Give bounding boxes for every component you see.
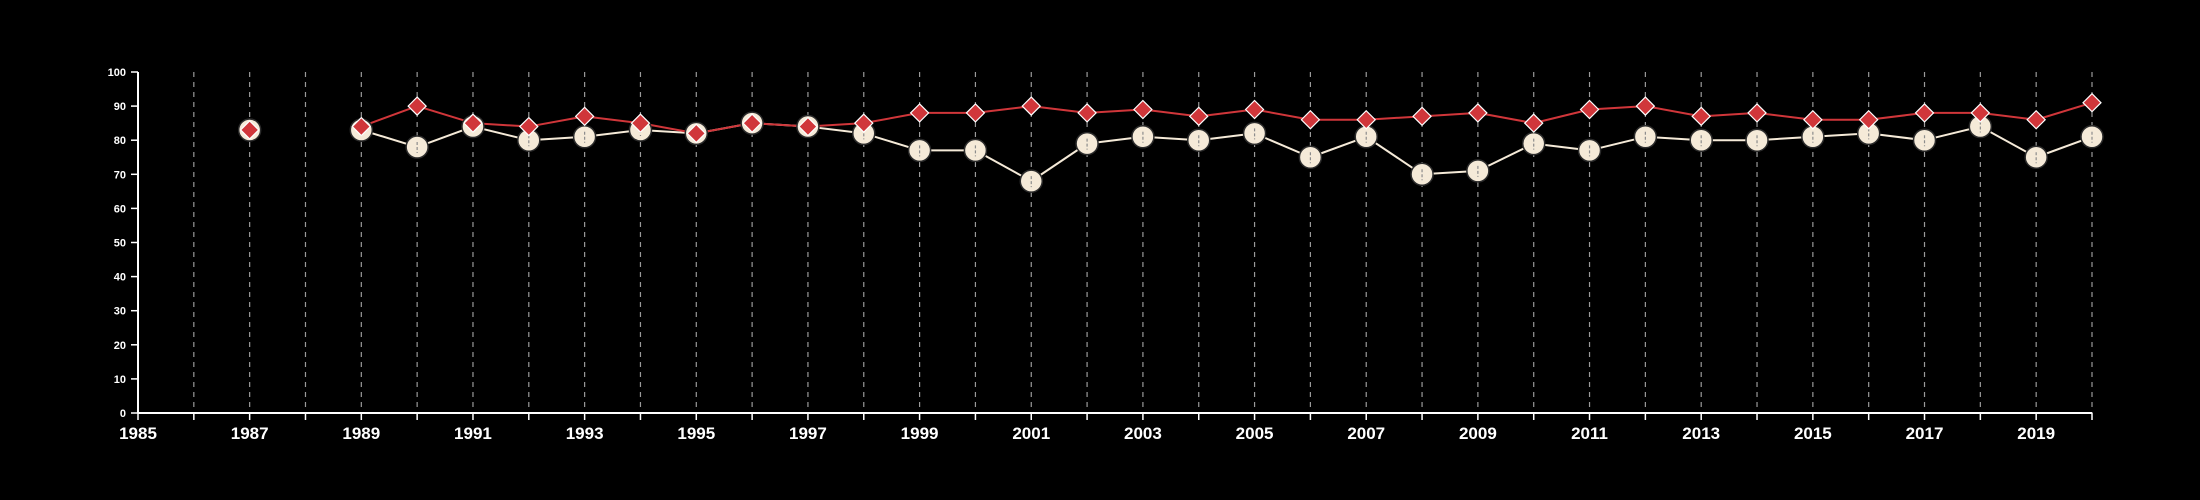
y-tick-label: 20: [114, 340, 126, 352]
x-tick-label: 1991: [454, 424, 492, 443]
series-2-line-segment: [528, 115, 585, 128]
axes: 0 10 20 30 40 50 60 70 80 90 100 1985 1987 1989 1991 19…: [108, 67, 2093, 443]
series-2-line-segment: [1198, 108, 1255, 118]
series-2-line-segment: [1868, 111, 1925, 121]
x-tick-label: 2019: [2017, 424, 2055, 443]
series-2-line-segment: [1142, 108, 1199, 118]
series-2-point: [1579, 99, 1600, 120]
data-series: [237, 92, 2104, 193]
y-tick-label: 70: [114, 169, 126, 181]
series-2-line-segment: [1087, 108, 1143, 114]
series-2-point: [1523, 113, 1544, 133]
series-2-point: [1021, 96, 1042, 116]
series-2-point: [909, 103, 930, 123]
series-2-line-segment: [2035, 101, 2093, 121]
series-2-point: [1077, 103, 1097, 123]
y-tick-label: 0: [120, 408, 126, 420]
series-2-line-segment: [1756, 111, 1813, 121]
x-tick-label: 2017: [1906, 424, 1944, 443]
x-tick-label: 2015: [1794, 424, 1832, 443]
series-2-line-segment: [1533, 108, 1590, 125]
y-tick-label: 100: [108, 67, 126, 79]
series-2-line-segment: [1477, 111, 1534, 125]
y-tick-label: 90: [114, 101, 126, 113]
y-tick-label: 80: [114, 135, 126, 147]
series-2-point: [1970, 103, 1991, 123]
series-2-point: [1914, 103, 1935, 123]
series-2-point: [574, 106, 595, 127]
series-2-point: [965, 103, 986, 123]
series-2-point: [351, 116, 372, 137]
series-2-point: [853, 113, 874, 133]
series-2-line-segment: [1645, 105, 1702, 118]
series-2-point: [1635, 96, 1656, 116]
x-tick-label: 2013: [1682, 424, 1720, 443]
series-2-line-segment: [1366, 115, 1423, 121]
series-2-point: [2082, 92, 2102, 113]
series-2-point: [1803, 109, 1823, 130]
series-2-line-segment: [1031, 105, 1088, 114]
series-2-line-segment: [1254, 108, 1311, 121]
x-tick-label: 1989: [342, 424, 380, 443]
series-2-point: [463, 113, 483, 133]
x-tick-label: 2005: [1236, 424, 1274, 443]
x-tick-label: 1987: [231, 424, 269, 443]
series-2-point: [1188, 106, 1209, 127]
x-tick-label: 1995: [677, 424, 715, 443]
series-2-point: [239, 120, 260, 140]
series-2-point: [518, 116, 539, 137]
series-2-point: [1468, 103, 1488, 123]
x-tick-label: 1997: [789, 424, 827, 443]
y-tick-label: 30: [114, 306, 126, 318]
series-2-line-segment: [584, 115, 641, 125]
x-tick-label: 2007: [1347, 424, 1385, 443]
series-2-point: [407, 96, 427, 116]
x-tick-label: 2001: [1012, 424, 1050, 443]
series-2-point: [2026, 109, 2047, 130]
x-tick-label: 2011: [1571, 424, 1608, 443]
x-tick-label: 1993: [566, 424, 604, 443]
series-2-line-segment: [1421, 111, 1478, 118]
x-tick-label: 2003: [1124, 424, 1162, 443]
series-2-point: [630, 113, 651, 133]
series-2-point: [1691, 106, 1712, 127]
series-2-point: [1747, 103, 1767, 123]
y-tick-label: 40: [114, 272, 126, 284]
series-2-line-segment: [863, 111, 920, 125]
series-2-point: [1300, 109, 1321, 130]
series-2-point: [1133, 99, 1153, 120]
y-tick-label: 50: [114, 238, 126, 250]
series-2-line-segment: [975, 105, 1032, 114]
series-2-point: [1244, 99, 1265, 120]
series-2-line-segment: [1589, 105, 1646, 111]
grid-lines: [193, 72, 2093, 413]
series-2-point: [686, 123, 707, 144]
series-2-point: [798, 116, 818, 137]
x-tick-label: 1985: [119, 424, 157, 443]
series-2-point: [1356, 109, 1377, 130]
series-2-point: [742, 113, 762, 133]
x-tick-label: 2009: [1459, 424, 1497, 443]
series-2-line-segment: [1701, 111, 1758, 118]
series-2-line-segment: [1980, 111, 2037, 121]
y-tick-label: 60: [114, 203, 126, 215]
x-tick-label: 1999: [901, 424, 939, 443]
series-2-point: [1412, 106, 1432, 127]
y-tick-label: 10: [114, 374, 126, 386]
series-2-point: [1858, 109, 1879, 130]
